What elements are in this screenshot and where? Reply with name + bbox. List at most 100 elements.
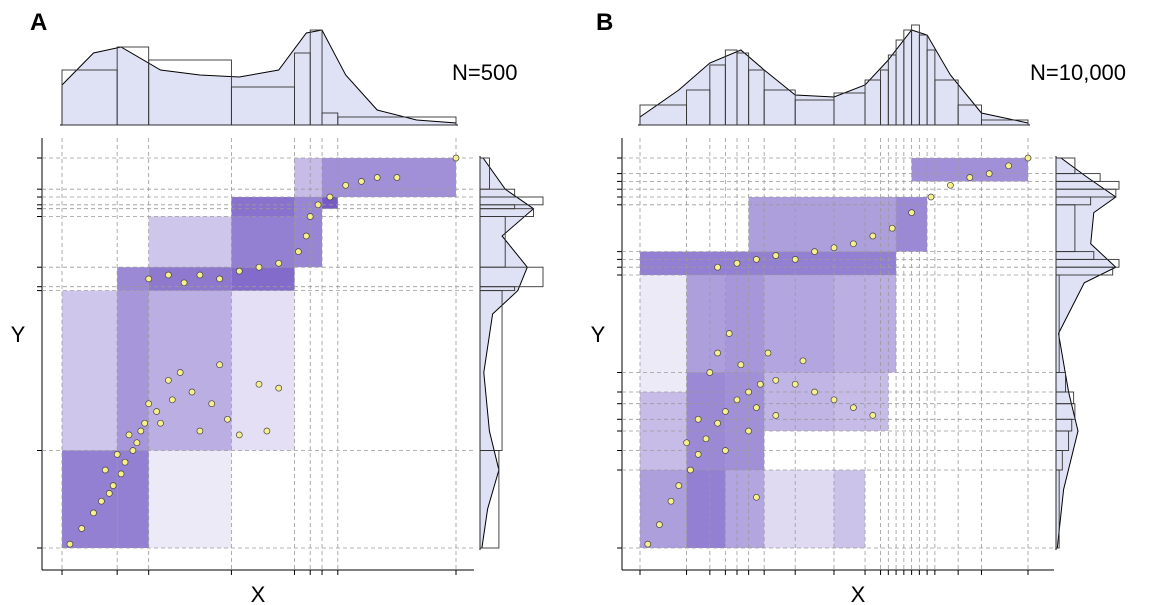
data-point bbox=[342, 181, 350, 189]
data-point bbox=[772, 252, 780, 259]
partition-cell bbox=[231, 197, 295, 217]
x-axis-label-a: X bbox=[251, 582, 266, 605]
partition-cell bbox=[117, 290, 149, 451]
data-point bbox=[753, 256, 760, 263]
data-point bbox=[966, 174, 974, 181]
partition-cell bbox=[640, 275, 687, 392]
data-point bbox=[109, 482, 117, 489]
data-point bbox=[799, 357, 807, 365]
data-point bbox=[216, 275, 223, 283]
data-point bbox=[98, 497, 105, 505]
partition-cell bbox=[117, 267, 149, 291]
data-point bbox=[745, 427, 752, 435]
partition-cell bbox=[725, 275, 765, 373]
partition-cell bbox=[148, 450, 232, 548]
data-point bbox=[791, 380, 799, 388]
data-point bbox=[78, 525, 86, 532]
data-point bbox=[694, 451, 702, 458]
x-histogram-bar bbox=[957, 104, 982, 126]
partition-cell bbox=[294, 158, 323, 197]
data-point bbox=[255, 380, 263, 388]
data-point bbox=[358, 178, 365, 185]
y-axis-label-a: Y bbox=[11, 322, 26, 347]
partition-cell bbox=[231, 290, 295, 451]
data-point bbox=[302, 232, 310, 240]
data-point bbox=[275, 259, 283, 267]
y-histogram-bar bbox=[1055, 157, 1076, 175]
data-point bbox=[737, 361, 745, 369]
data-point bbox=[869, 232, 877, 240]
y-histogram-bar bbox=[479, 157, 490, 190]
data-point bbox=[224, 415, 231, 423]
partition-cell bbox=[725, 372, 765, 470]
data-point bbox=[66, 540, 74, 548]
x-histogram-bar bbox=[337, 116, 457, 126]
data-point bbox=[850, 404, 857, 411]
data-point bbox=[176, 369, 184, 376]
sample-size-b: N=10,000 bbox=[1030, 60, 1126, 85]
data-point bbox=[702, 435, 710, 443]
partition-cell bbox=[62, 290, 118, 451]
data-point bbox=[811, 248, 818, 255]
data-point bbox=[830, 244, 838, 252]
partition-cell bbox=[764, 470, 834, 548]
data-point bbox=[235, 267, 243, 275]
partition-cell bbox=[725, 470, 765, 548]
data-point bbox=[105, 490, 113, 497]
partition-cell bbox=[231, 267, 295, 291]
data-point bbox=[1024, 154, 1032, 162]
data-point bbox=[90, 509, 97, 517]
partition-cell bbox=[911, 158, 1028, 182]
data-point bbox=[263, 427, 271, 435]
data-point bbox=[145, 275, 153, 283]
data-point bbox=[275, 384, 283, 392]
data-point bbox=[196, 271, 204, 279]
data-point bbox=[373, 174, 381, 181]
partition-cell bbox=[834, 470, 866, 548]
scatter-panel-a bbox=[37, 29, 544, 575]
data-point bbox=[733, 396, 741, 404]
data-point bbox=[188, 388, 196, 396]
data-point bbox=[153, 408, 160, 415]
partition-cell bbox=[640, 251, 897, 275]
partition-cell bbox=[231, 216, 295, 268]
data-point bbox=[235, 431, 243, 439]
data-point bbox=[141, 419, 149, 427]
partition-cell bbox=[764, 275, 834, 373]
data-point bbox=[196, 427, 204, 435]
x-histogram-bar bbox=[309, 29, 323, 126]
data-point bbox=[125, 431, 133, 439]
data-point bbox=[791, 256, 799, 263]
y-histogram-bar bbox=[1055, 173, 1101, 182]
data-point bbox=[452, 154, 460, 162]
data-point bbox=[314, 201, 322, 209]
data-point bbox=[121, 458, 129, 466]
data-point bbox=[927, 193, 935, 201]
data-point bbox=[255, 263, 263, 271]
panel-letter-b: B bbox=[596, 9, 613, 36]
data-point bbox=[326, 193, 334, 201]
data-point bbox=[295, 248, 302, 255]
y-histogram-bar bbox=[1055, 372, 1066, 393]
data-point bbox=[830, 396, 838, 404]
data-point bbox=[656, 521, 663, 528]
data-point bbox=[753, 493, 760, 501]
x-histogram-bar bbox=[934, 79, 959, 126]
data-point bbox=[133, 439, 141, 447]
partition-cell bbox=[686, 275, 726, 373]
data-point bbox=[145, 400, 153, 408]
data-point bbox=[1005, 162, 1012, 170]
data-point bbox=[216, 361, 223, 369]
data-point bbox=[908, 209, 915, 216]
y-density-curve bbox=[1055, 157, 1117, 549]
data-point bbox=[706, 369, 714, 376]
partition-cell bbox=[322, 158, 456, 197]
data-point bbox=[722, 408, 729, 415]
data-point bbox=[714, 419, 721, 427]
data-point bbox=[165, 271, 172, 279]
partition-cell bbox=[834, 372, 889, 431]
data-point bbox=[694, 415, 702, 423]
data-point bbox=[714, 349, 721, 357]
data-point bbox=[165, 376, 172, 384]
data-point bbox=[733, 259, 741, 267]
